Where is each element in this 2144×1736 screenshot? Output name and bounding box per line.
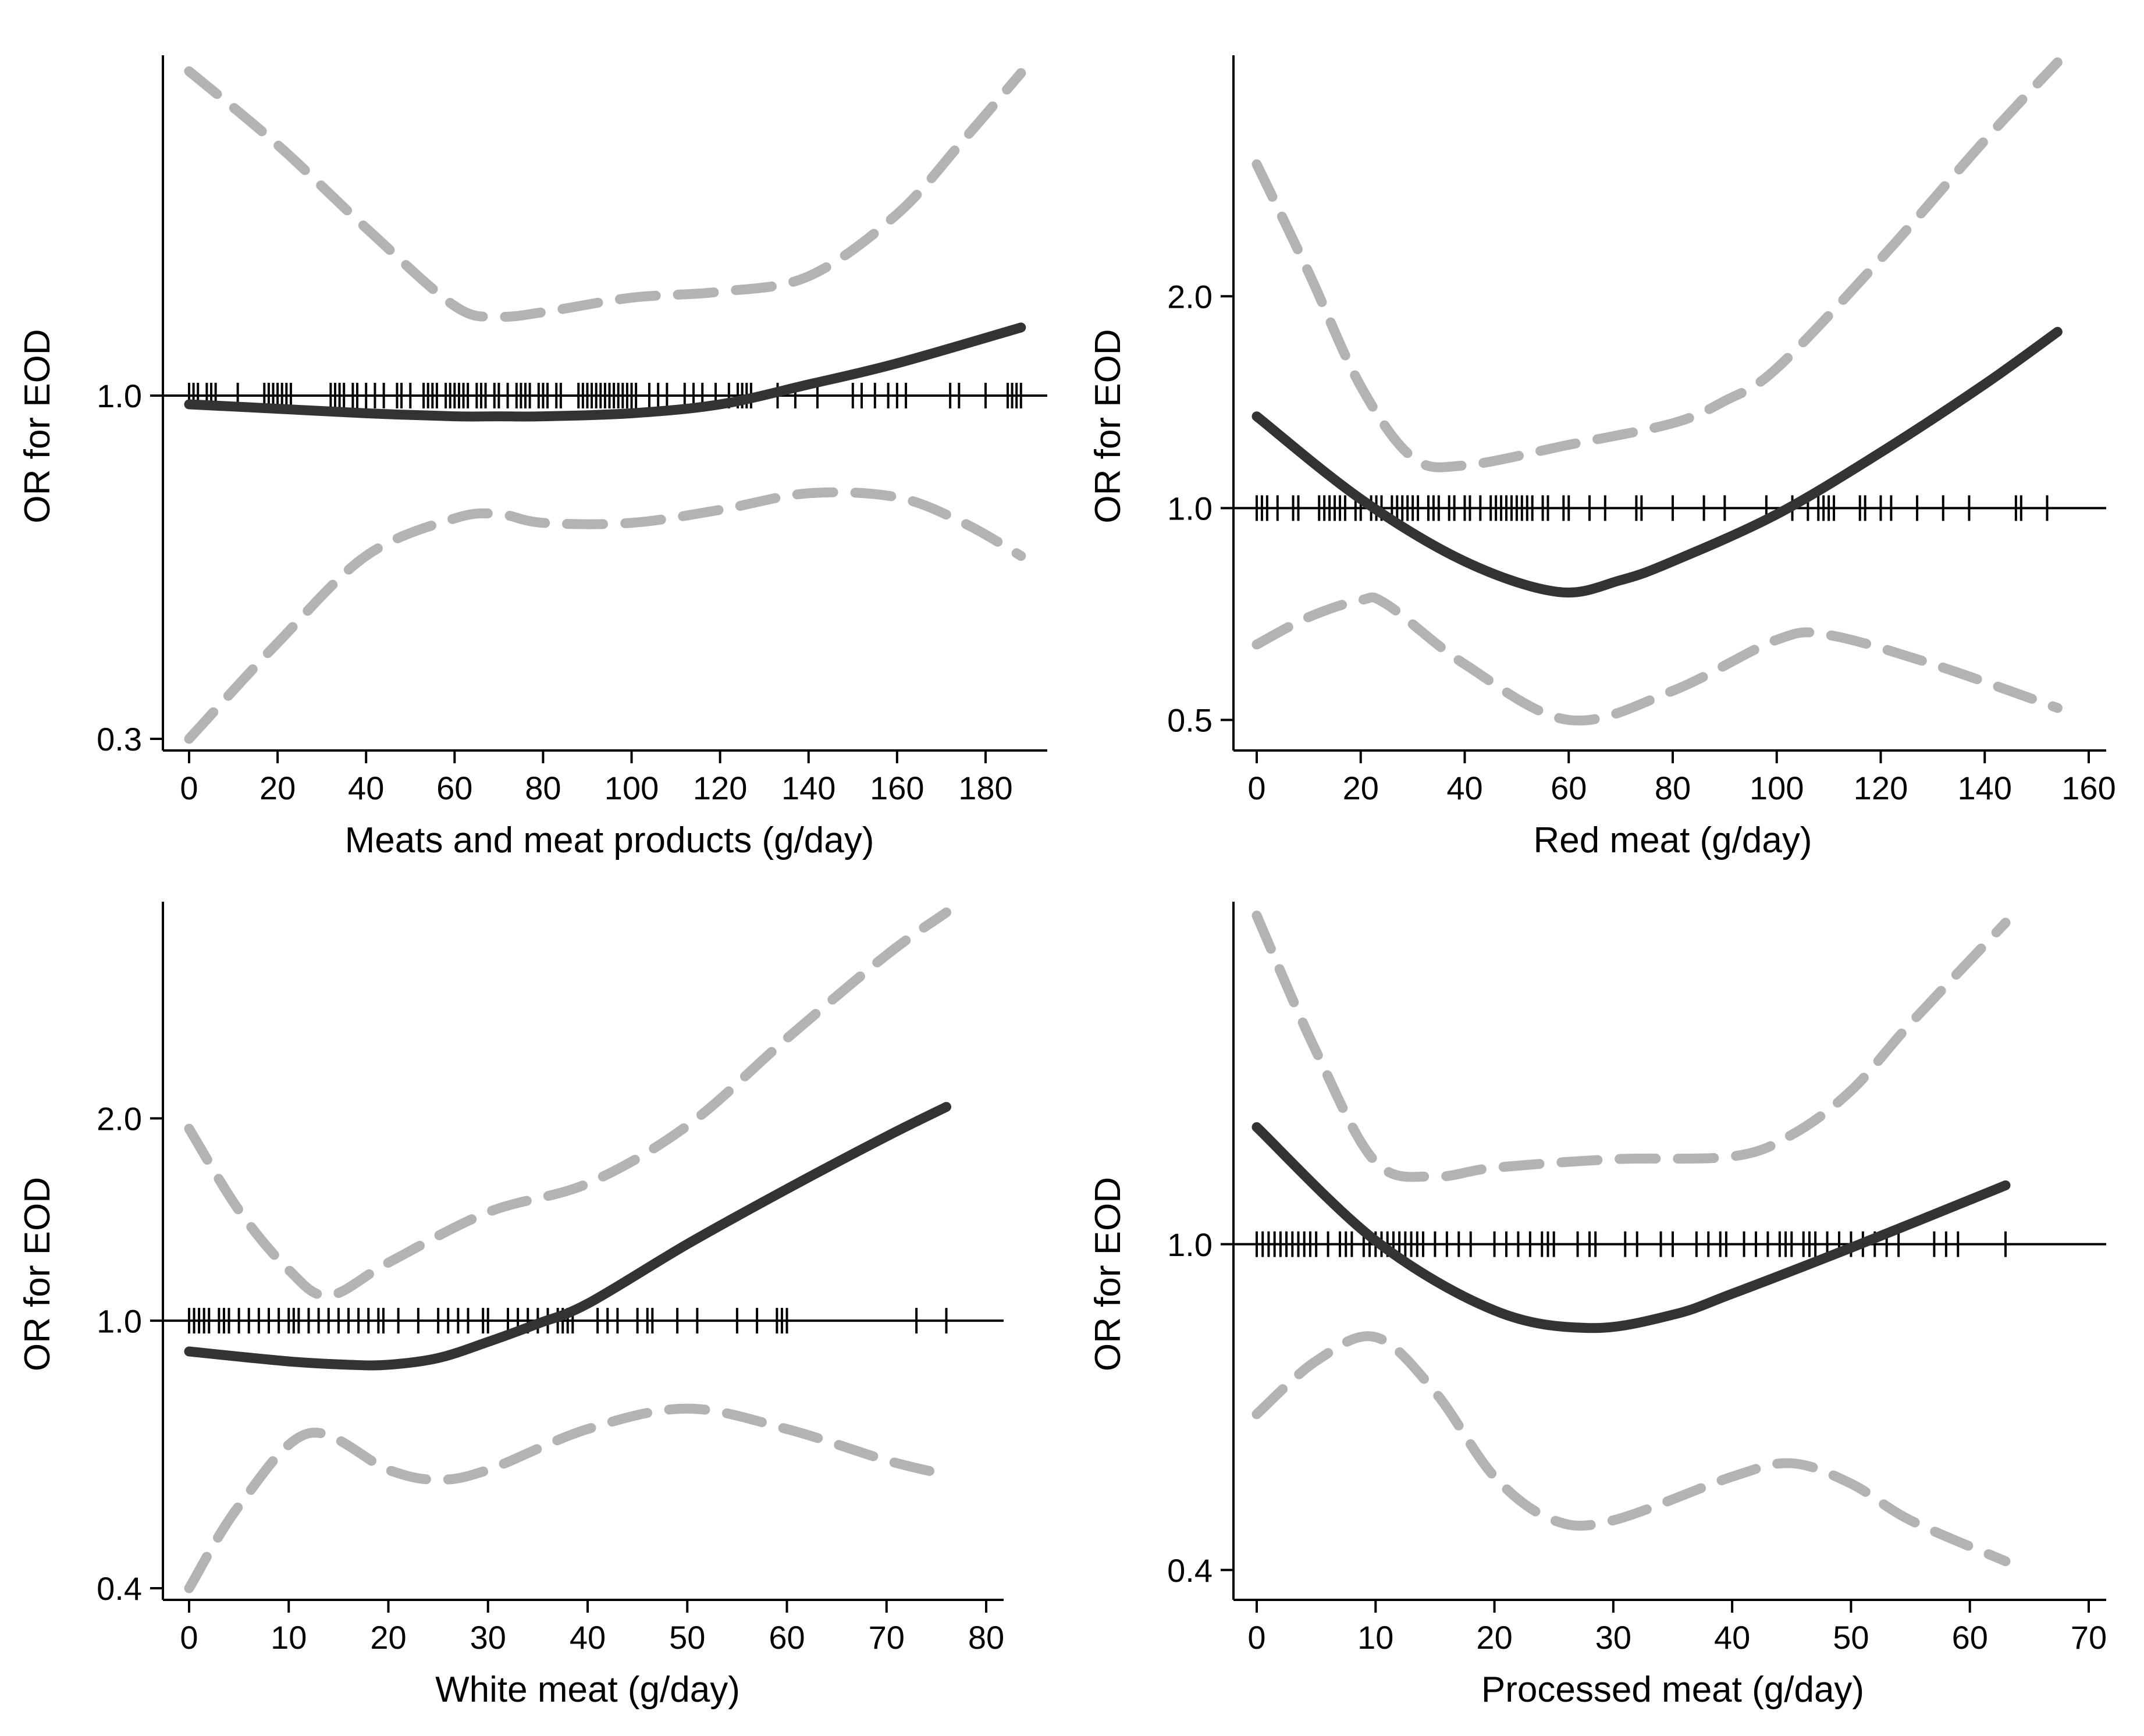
y-tick-label: 0.4	[1167, 1552, 1213, 1589]
ci-upper-line	[184, 907, 951, 1301]
x-tick-label: 70	[2071, 1619, 2107, 1656]
x-tick-label: 140	[781, 770, 835, 806]
y-tick-label: 2.0	[1167, 278, 1213, 315]
or-estimate-line	[1251, 1122, 2011, 1333]
x-tick-label: 100	[605, 770, 659, 806]
x-tick-label: 140	[1958, 770, 2012, 806]
panel-meats-and-meat-products: 0.3 1.0 0 20 40 60 80 100 120 140 160 180 Meats and …	[17, 55, 1047, 860]
x-tick-label: 120	[1854, 770, 1908, 806]
x-tick-label: 40	[1714, 1619, 1750, 1656]
x-tick-label: 20	[259, 770, 296, 806]
x-tick-label: 160	[870, 770, 924, 806]
x-tick-label: 70	[869, 1619, 905, 1656]
y-tick-label: 0.3	[97, 721, 142, 757]
y-tick-label: 1.0	[97, 378, 142, 414]
x-axis-title: Meats and meat products (g/day)	[345, 820, 874, 860]
x-tick-label: 80	[1655, 770, 1691, 806]
x-tick-label: 20	[370, 1619, 406, 1656]
panel-white-meat: 0.4 1.0 2.0 0 10 20 30 40 50 60 70 80 White meat (g/…	[17, 902, 1004, 1710]
x-tick-label: 10	[271, 1619, 307, 1656]
ci-upper-line	[184, 66, 1026, 322]
or-estimate-line	[1251, 326, 2063, 597]
y-axis-title: OR for EOD	[1088, 1177, 1128, 1371]
y-tick-label: 2.0	[97, 1100, 142, 1137]
panel-red-meat: 0.5 1.0 2.0 0 20 40 60 80 100 120 140 160 Red meat (…	[1088, 55, 2116, 860]
x-axis-title: White meat (g/day)	[435, 1670, 740, 1710]
x-tick-label: 40	[570, 1619, 606, 1656]
x-tick-label: 40	[348, 770, 384, 806]
x-tick-label: 0	[1247, 1619, 1265, 1656]
ci-upper-line	[1251, 910, 2011, 1182]
x-tick-label: 0	[180, 770, 198, 806]
x-tick-label: 0	[1247, 770, 1265, 806]
y-tick-label: 0.4	[97, 1570, 142, 1607]
y-tick-label: 1.0	[1167, 490, 1213, 527]
x-tick-label: 120	[693, 770, 747, 806]
y-axis-title: OR for EOD	[17, 329, 58, 523]
y-tick-label: 1.0	[97, 1303, 142, 1339]
x-tick-label: 0	[180, 1619, 198, 1656]
x-tick-label: 40	[1446, 770, 1482, 806]
x-tick-label: 30	[470, 1619, 506, 1656]
y-axis-title: OR for EOD	[1088, 329, 1128, 523]
x-tick-label: 60	[1551, 770, 1587, 806]
x-tick-label: 50	[1833, 1619, 1869, 1656]
x-axis-title: Red meat (g/day)	[1534, 820, 1812, 860]
ci-lower-line	[1251, 592, 2063, 725]
panel-processed-meat: 0.4 1.0 0 10 20 30 40 50 60 70 Processed meat (g/d…	[1088, 902, 2107, 1710]
ci-lower-line	[184, 1403, 951, 1593]
ci-lower-line	[184, 487, 1026, 744]
x-tick-label: 100	[1750, 770, 1804, 806]
x-axis-title: Processed meat (g/day)	[1481, 1670, 1864, 1710]
ci-upper-line	[1251, 57, 2063, 472]
x-tick-label: 30	[1595, 1619, 1631, 1656]
y-axis-title: OR for EOD	[17, 1177, 58, 1371]
ci-lower-line	[1251, 1331, 2011, 1567]
x-tick-label: 80	[968, 1619, 1004, 1656]
y-tick-label: 0.5	[1167, 702, 1213, 739]
x-tick-label: 20	[1476, 1619, 1512, 1656]
x-tick-label: 20	[1343, 770, 1379, 806]
or-estimate-line	[184, 1102, 951, 1371]
x-tick-label: 180	[958, 770, 1012, 806]
x-tick-label: 10	[1357, 1619, 1393, 1656]
x-tick-label: 160	[2061, 770, 2115, 806]
x-tick-label: 60	[436, 770, 472, 806]
x-tick-label: 80	[525, 770, 561, 806]
x-tick-label: 50	[669, 1619, 705, 1656]
x-tick-label: 60	[1952, 1619, 1988, 1656]
x-tick-label: 60	[769, 1619, 805, 1656]
y-tick-label: 1.0	[1167, 1226, 1213, 1263]
or-estimate-line	[184, 322, 1026, 422]
